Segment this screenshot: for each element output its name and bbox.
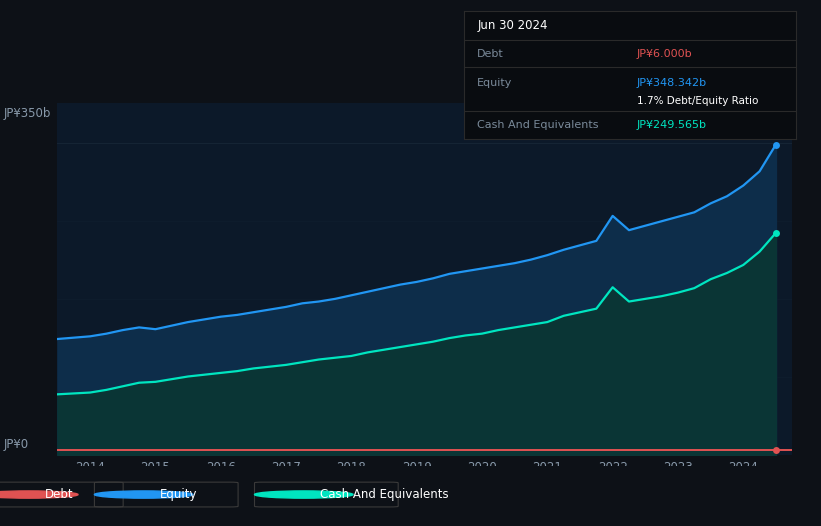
Circle shape [94,491,193,498]
Text: 1.7% Debt/Equity Ratio: 1.7% Debt/Equity Ratio [637,96,758,106]
Text: JP¥348.342b: JP¥348.342b [637,78,707,88]
Circle shape [255,491,353,498]
Text: Equity: Equity [160,488,198,501]
Text: Debt: Debt [45,488,74,501]
Text: Jun 30 2024: Jun 30 2024 [477,19,548,33]
Text: JP¥6.000b: JP¥6.000b [637,49,692,59]
Text: JP¥249.565b: JP¥249.565b [637,120,707,130]
Text: Debt: Debt [477,49,504,59]
Text: JP¥350b: JP¥350b [4,107,52,119]
Text: Equity: Equity [477,78,512,88]
Text: Cash And Equivalents: Cash And Equivalents [320,488,449,501]
Circle shape [0,491,78,498]
Text: JP¥0: JP¥0 [4,438,30,451]
Text: Cash And Equivalents: Cash And Equivalents [477,120,599,130]
